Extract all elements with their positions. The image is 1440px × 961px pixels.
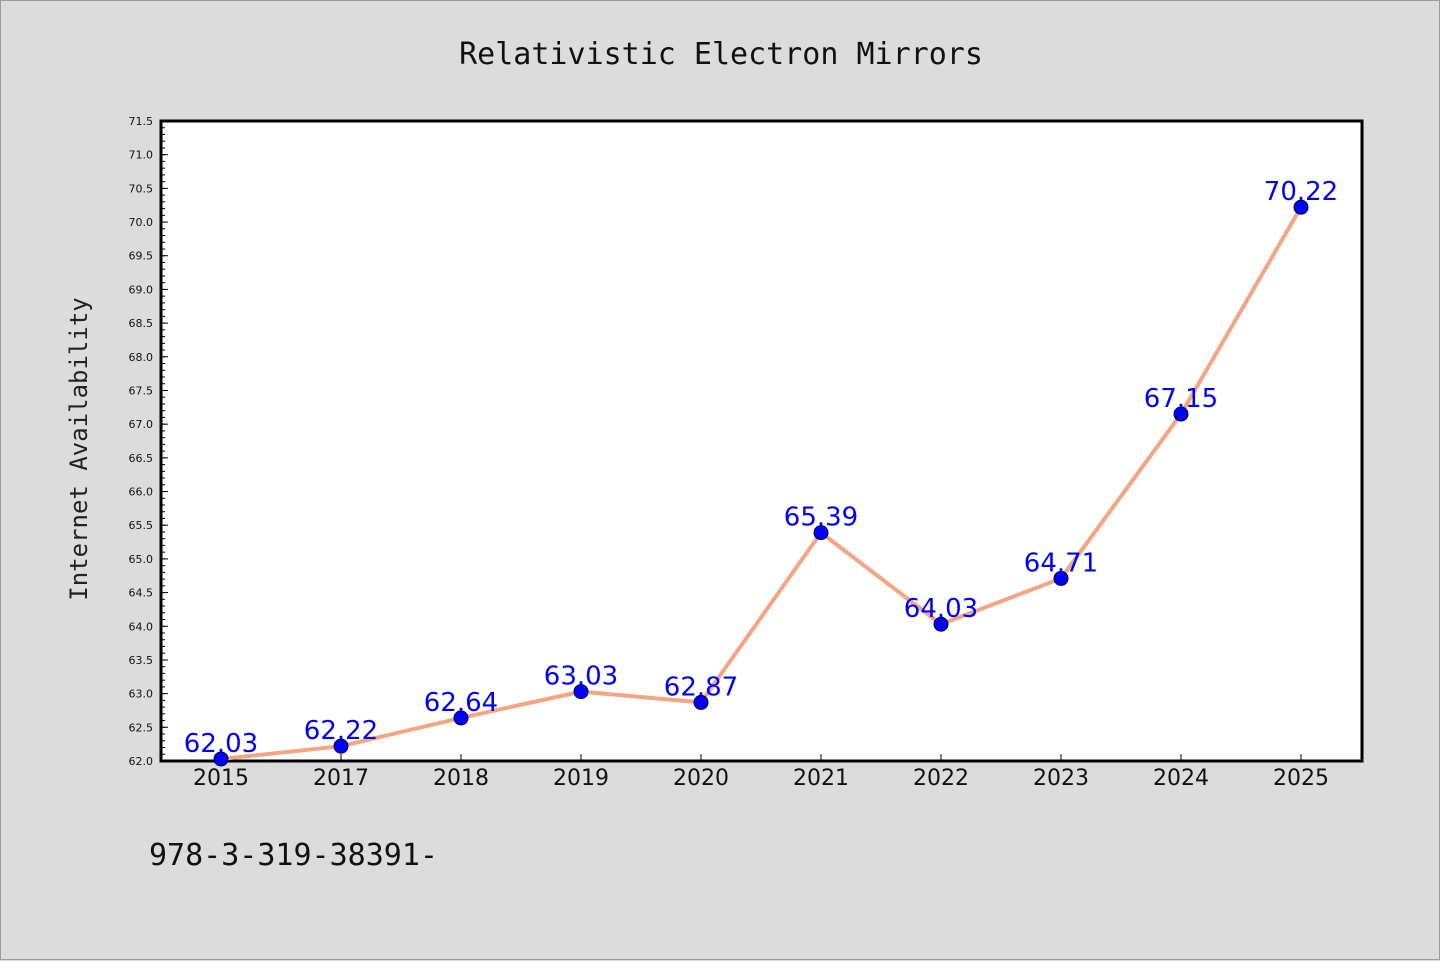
- y-tick-label: 64.0: [129, 620, 154, 633]
- x-tick-label: 2024: [1153, 766, 1209, 791]
- y-axis-label: Internet Availability: [65, 297, 93, 600]
- y-tick-label: 65.5: [129, 519, 154, 532]
- data-label: 62.64: [424, 688, 498, 718]
- x-tick-label: 2019: [553, 766, 609, 791]
- series-line: [220, 206, 1303, 761]
- data-point: [1293, 199, 1309, 215]
- data-point: [813, 525, 829, 541]
- y-tick-label: 71.0: [129, 149, 154, 162]
- y-tick-label: 68.5: [129, 317, 154, 330]
- y-tick-label: 63.5: [129, 654, 154, 667]
- plot-area: [159, 119, 1364, 763]
- data-label: 65.39: [784, 503, 858, 533]
- y-tick-label: 63.0: [129, 688, 154, 701]
- data-point: [333, 738, 349, 754]
- y-tick-label: 67.0: [129, 418, 154, 431]
- series-markers: [213, 199, 1309, 767]
- x-tick-label: 2021: [793, 766, 849, 791]
- y-tick-label: 64.5: [129, 587, 154, 600]
- y-tick-label: 69.0: [129, 283, 154, 296]
- y-tick-label: 70.5: [129, 182, 154, 195]
- y-tick-label: 71.5: [129, 115, 154, 128]
- y-tick-label: 69.5: [129, 250, 154, 263]
- x-tick-label: 2018: [433, 766, 489, 791]
- y-tick-label: 65.0: [129, 553, 154, 566]
- data-point: [693, 694, 709, 710]
- data-label: 63.03: [544, 662, 618, 692]
- data-point: [933, 616, 949, 632]
- x-tick-label: 2022: [913, 766, 969, 791]
- x-tick-label: 2015: [193, 766, 249, 791]
- x-tick-label: 2017: [313, 766, 369, 791]
- y-tick-label: 66.5: [129, 452, 154, 465]
- y-tick-label: 66.0: [129, 486, 154, 499]
- data-label: 70.22: [1264, 177, 1338, 207]
- y-tick-label: 67.5: [129, 384, 154, 397]
- data-label: 62.22: [304, 716, 378, 746]
- y-tick-label: 62.5: [129, 721, 154, 734]
- data-point: [213, 751, 229, 767]
- data-point: [1173, 406, 1189, 422]
- x-tick-label: 2023: [1033, 766, 1089, 791]
- chart-title: Relativistic Electron Mirrors: [459, 37, 983, 72]
- footer-text: 978-3-319-38391-: [149, 838, 438, 873]
- y-tick-label: 62.0: [129, 755, 154, 768]
- y-tick-label: 70.0: [129, 216, 154, 229]
- data-point: [573, 684, 589, 700]
- series-polyline: [220, 206, 1303, 761]
- data-label: 64.03: [904, 594, 978, 624]
- data-point: [1053, 570, 1069, 586]
- data-labels: 62.03 62.22 62.64 63.03 62.87 65.39 64.03 64.71…: [184, 177, 1338, 759]
- data-label: 64.71: [1024, 548, 1098, 578]
- data-label: 62.03: [184, 729, 258, 759]
- x-tick-label: 2025: [1273, 766, 1329, 791]
- y-tick-label: 68.0: [129, 351, 154, 364]
- data-label: 67.15: [1144, 384, 1218, 414]
- x-axis: 2015 2017 2018 2019 2020 2021 2022 2023 2024 2025: [193, 754, 1329, 791]
- data-point: [453, 710, 469, 726]
- data-label: 62.87: [664, 672, 738, 702]
- x-tick-label: 2020: [673, 766, 729, 791]
- y-axis: 62.0 62.5 63.0 63.5 64.0 64.5 65.0 65.5 66.0 66.5…: [129, 115, 168, 768]
